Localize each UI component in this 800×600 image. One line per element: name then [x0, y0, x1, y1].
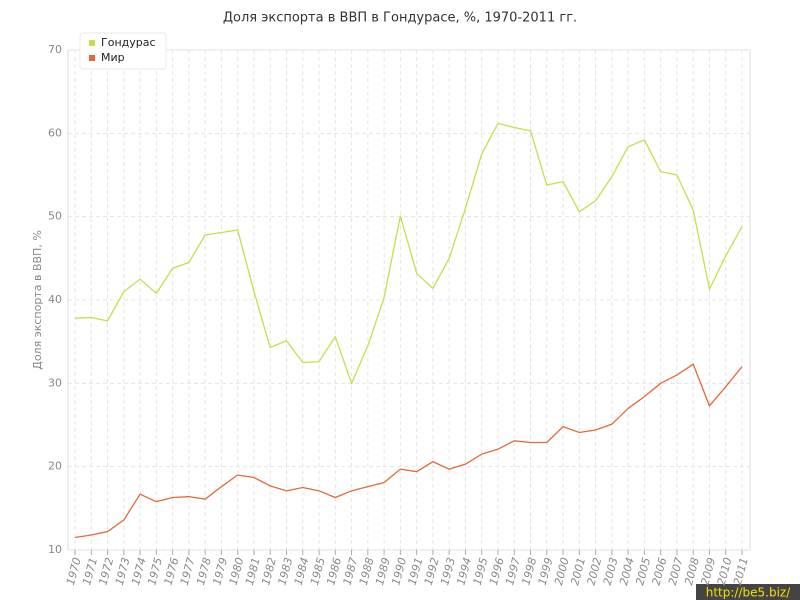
plot-area	[67, 49, 751, 551]
y-tick-label: 10	[48, 543, 62, 556]
legend-label: Мир	[101, 51, 125, 64]
y-axis-label: Доля экспорта в ВВП, %	[31, 230, 44, 370]
y-tick-label: 40	[48, 293, 62, 306]
chart-title: Доля экспорта в ВВП в Гондурасе, %, 1970…	[223, 11, 577, 26]
y-tick-label: 20	[48, 460, 62, 473]
y-tick-label: 30	[48, 376, 62, 389]
legend-box	[79, 32, 167, 70]
legend-swatch	[89, 55, 95, 61]
watermark: http://be5.biz/	[706, 586, 791, 600]
legend-label: Гондурас	[101, 36, 156, 49]
legend: Гондурас Мир	[79, 32, 167, 70]
y-tick-label: 70	[48, 43, 62, 56]
y-tick-label: 50	[48, 210, 62, 223]
y-tick-label: 60	[48, 126, 62, 139]
legend-swatch	[89, 40, 95, 46]
watermark-bg	[696, 584, 800, 600]
series-line	[74, 363, 743, 539]
series-line	[74, 122, 743, 386]
